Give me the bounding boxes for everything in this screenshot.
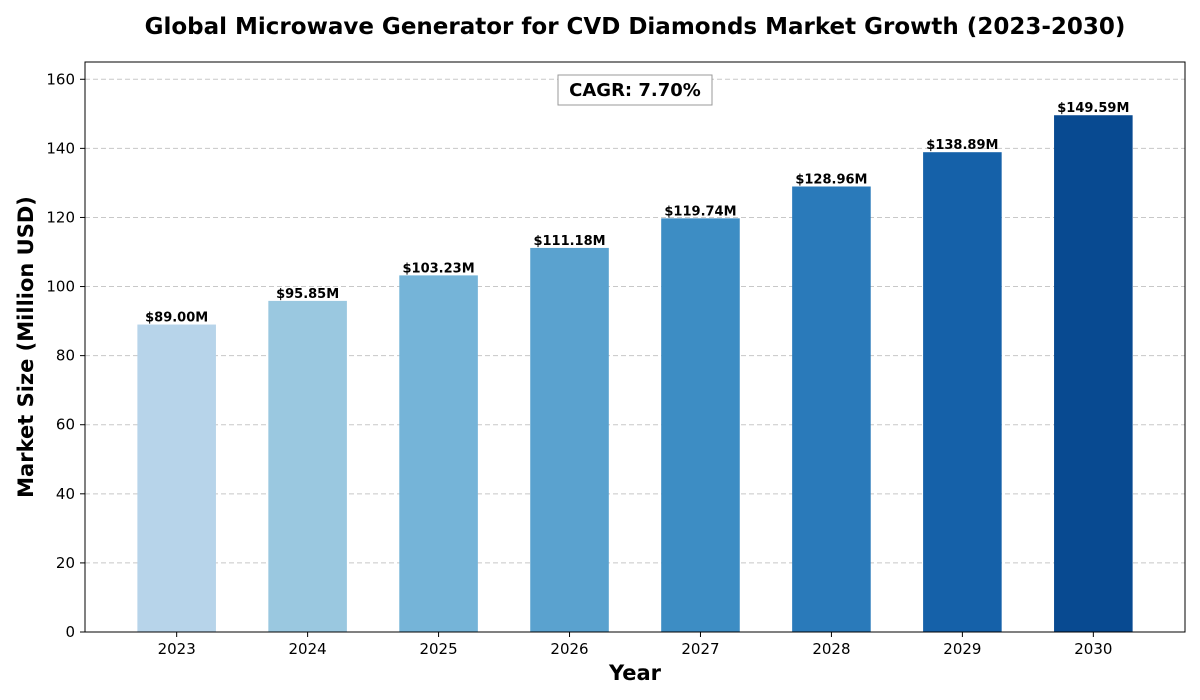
y-axis-label: Market Size (Million USD) xyxy=(14,196,38,498)
data-label-2024: $95.85M xyxy=(276,287,339,302)
y-tick-label: 140 xyxy=(46,139,75,157)
data-label-2027: $119.74M xyxy=(664,204,736,219)
chart-title: Global Microwave Generator for CVD Diamo… xyxy=(145,14,1126,40)
y-tick-label: 60 xyxy=(56,416,75,434)
x-tick-label-2023: 2023 xyxy=(158,640,196,658)
data-label-2026: $111.18M xyxy=(533,234,605,249)
cagr-annotation-box xyxy=(557,74,713,106)
y-tick-label: 0 xyxy=(65,623,75,641)
x-axis-label: Year xyxy=(608,661,662,685)
x-tick-label-2025: 2025 xyxy=(419,640,457,658)
bar-2023 xyxy=(137,324,216,632)
cagr-annotation: CAGR: 7.70% xyxy=(557,74,713,106)
x-tick-label-2024: 2024 xyxy=(289,640,327,658)
data-label-2023: $89.00M xyxy=(145,311,208,326)
bar-2028 xyxy=(792,186,871,632)
bars xyxy=(137,115,1133,632)
bar-2025 xyxy=(399,275,478,632)
y-tick-label: 20 xyxy=(56,554,75,572)
grid-lines xyxy=(85,78,1185,564)
cagr-annotation-text: CAGR: 7.70% xyxy=(569,80,701,101)
y-tick-label: 160 xyxy=(46,70,75,88)
x-tick-label-2026: 2026 xyxy=(550,640,588,658)
bar-2027 xyxy=(661,218,740,632)
x-tick-label-2028: 2028 xyxy=(812,640,850,658)
bar-2030 xyxy=(1054,115,1133,632)
y-tick-label: 40 xyxy=(56,485,75,503)
y-tick-label: 100 xyxy=(46,278,75,296)
data-labels: $89.00M $95.85M $103.23M $111.18M $119.74M $1… xyxy=(145,101,1129,325)
y-axis-ticks: 0 20 40 60 80 100 120 140 160 xyxy=(46,70,85,641)
x-tick-label-2029: 2029 xyxy=(943,640,981,658)
data-label-2030: $149.59M xyxy=(1057,101,1129,116)
x-tick-label-2030: 2030 xyxy=(1074,640,1112,658)
y-tick-label: 80 xyxy=(56,347,75,365)
data-label-2025: $103.23M xyxy=(402,261,474,276)
x-axis-ticks: 2023 2024 2025 2026 2027 2028 2029 2030 xyxy=(158,632,1112,658)
data-label-2029: $138.89M xyxy=(926,138,998,153)
y-tick-label: 120 xyxy=(46,208,75,226)
data-label-2028: $128.96M xyxy=(795,173,867,188)
bar-2026 xyxy=(530,247,609,632)
bar-2024 xyxy=(268,300,347,632)
bar-2029 xyxy=(923,152,1002,632)
plot-frame xyxy=(84,61,1186,633)
x-tick-label-2027: 2027 xyxy=(681,640,719,658)
